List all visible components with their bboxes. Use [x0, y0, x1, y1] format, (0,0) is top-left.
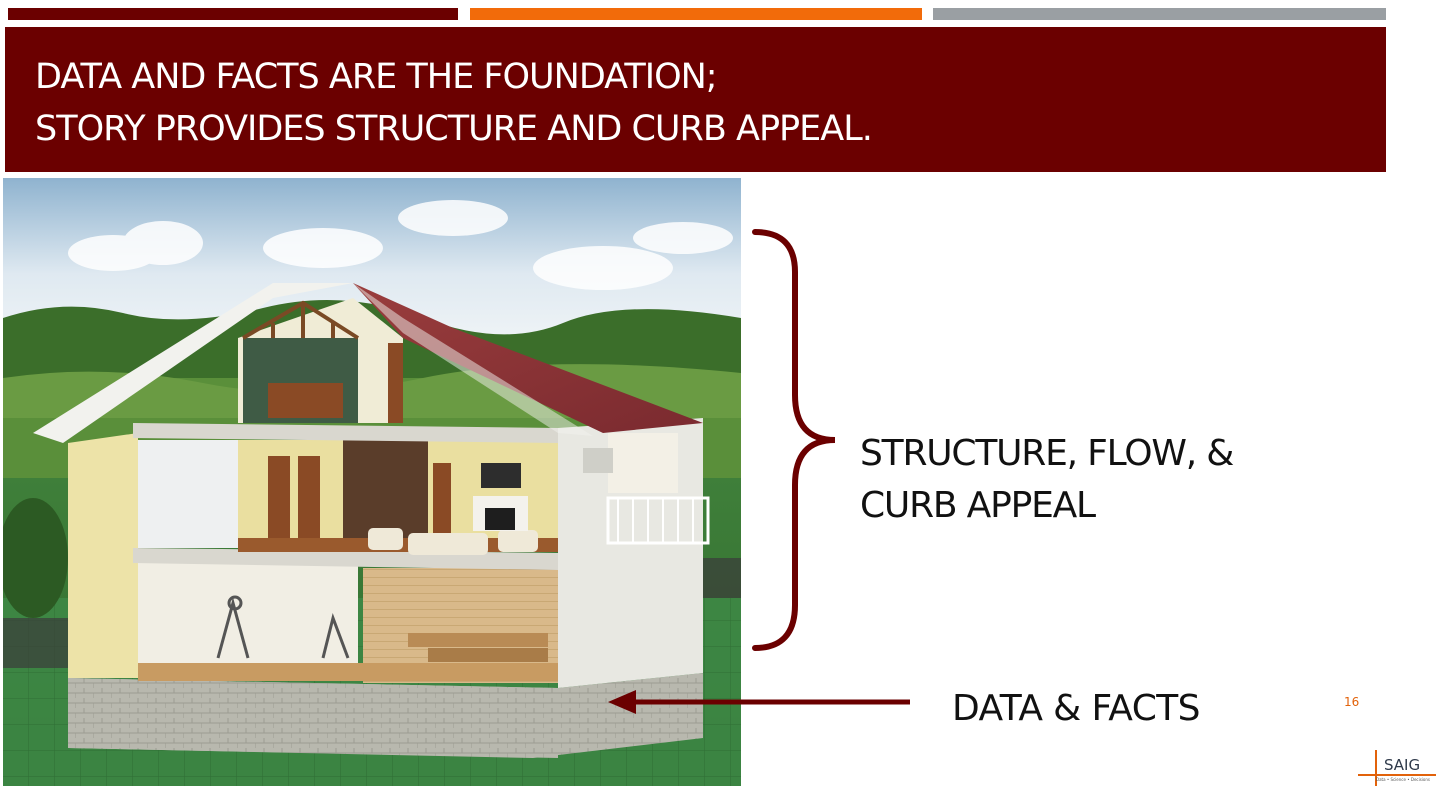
slide-title-line-2: STORY PROVIDES STRUCTURE AND CURB APPEAL…	[35, 109, 873, 149]
title-banner: DATA AND FACTS ARE THE FOUNDATION; STORY…	[5, 27, 1386, 172]
logo-tagline: Data • Science • Decisions	[1376, 777, 1430, 782]
curly-bracket-icon	[752, 229, 836, 651]
accent-bar-gray	[933, 8, 1386, 20]
label-structure-line-2: CURB APPEAL	[860, 485, 1096, 526]
accent-bar-maroon	[8, 8, 458, 20]
arrow-left-icon	[608, 690, 910, 714]
accent-bar-orange	[470, 8, 922, 20]
logo-mark-icon	[1358, 750, 1436, 786]
page-number: 16	[1344, 695, 1360, 709]
label-data-facts: DATA & FACTS	[952, 688, 1200, 729]
label-structure-line-1: STRUCTURE, FLOW, &	[860, 433, 1234, 474]
house-cutaway-image	[3, 178, 741, 786]
saig-logo: SAIG Data • Science • Decisions	[1356, 748, 1436, 787]
logo-name: SAIG	[1384, 756, 1421, 774]
label-structure-flow-curb-appeal: STRUCTURE, FLOW, & CURB APPEAL	[860, 428, 1234, 532]
slide-title-line-1: DATA AND FACTS ARE THE FOUNDATION;	[35, 57, 718, 97]
